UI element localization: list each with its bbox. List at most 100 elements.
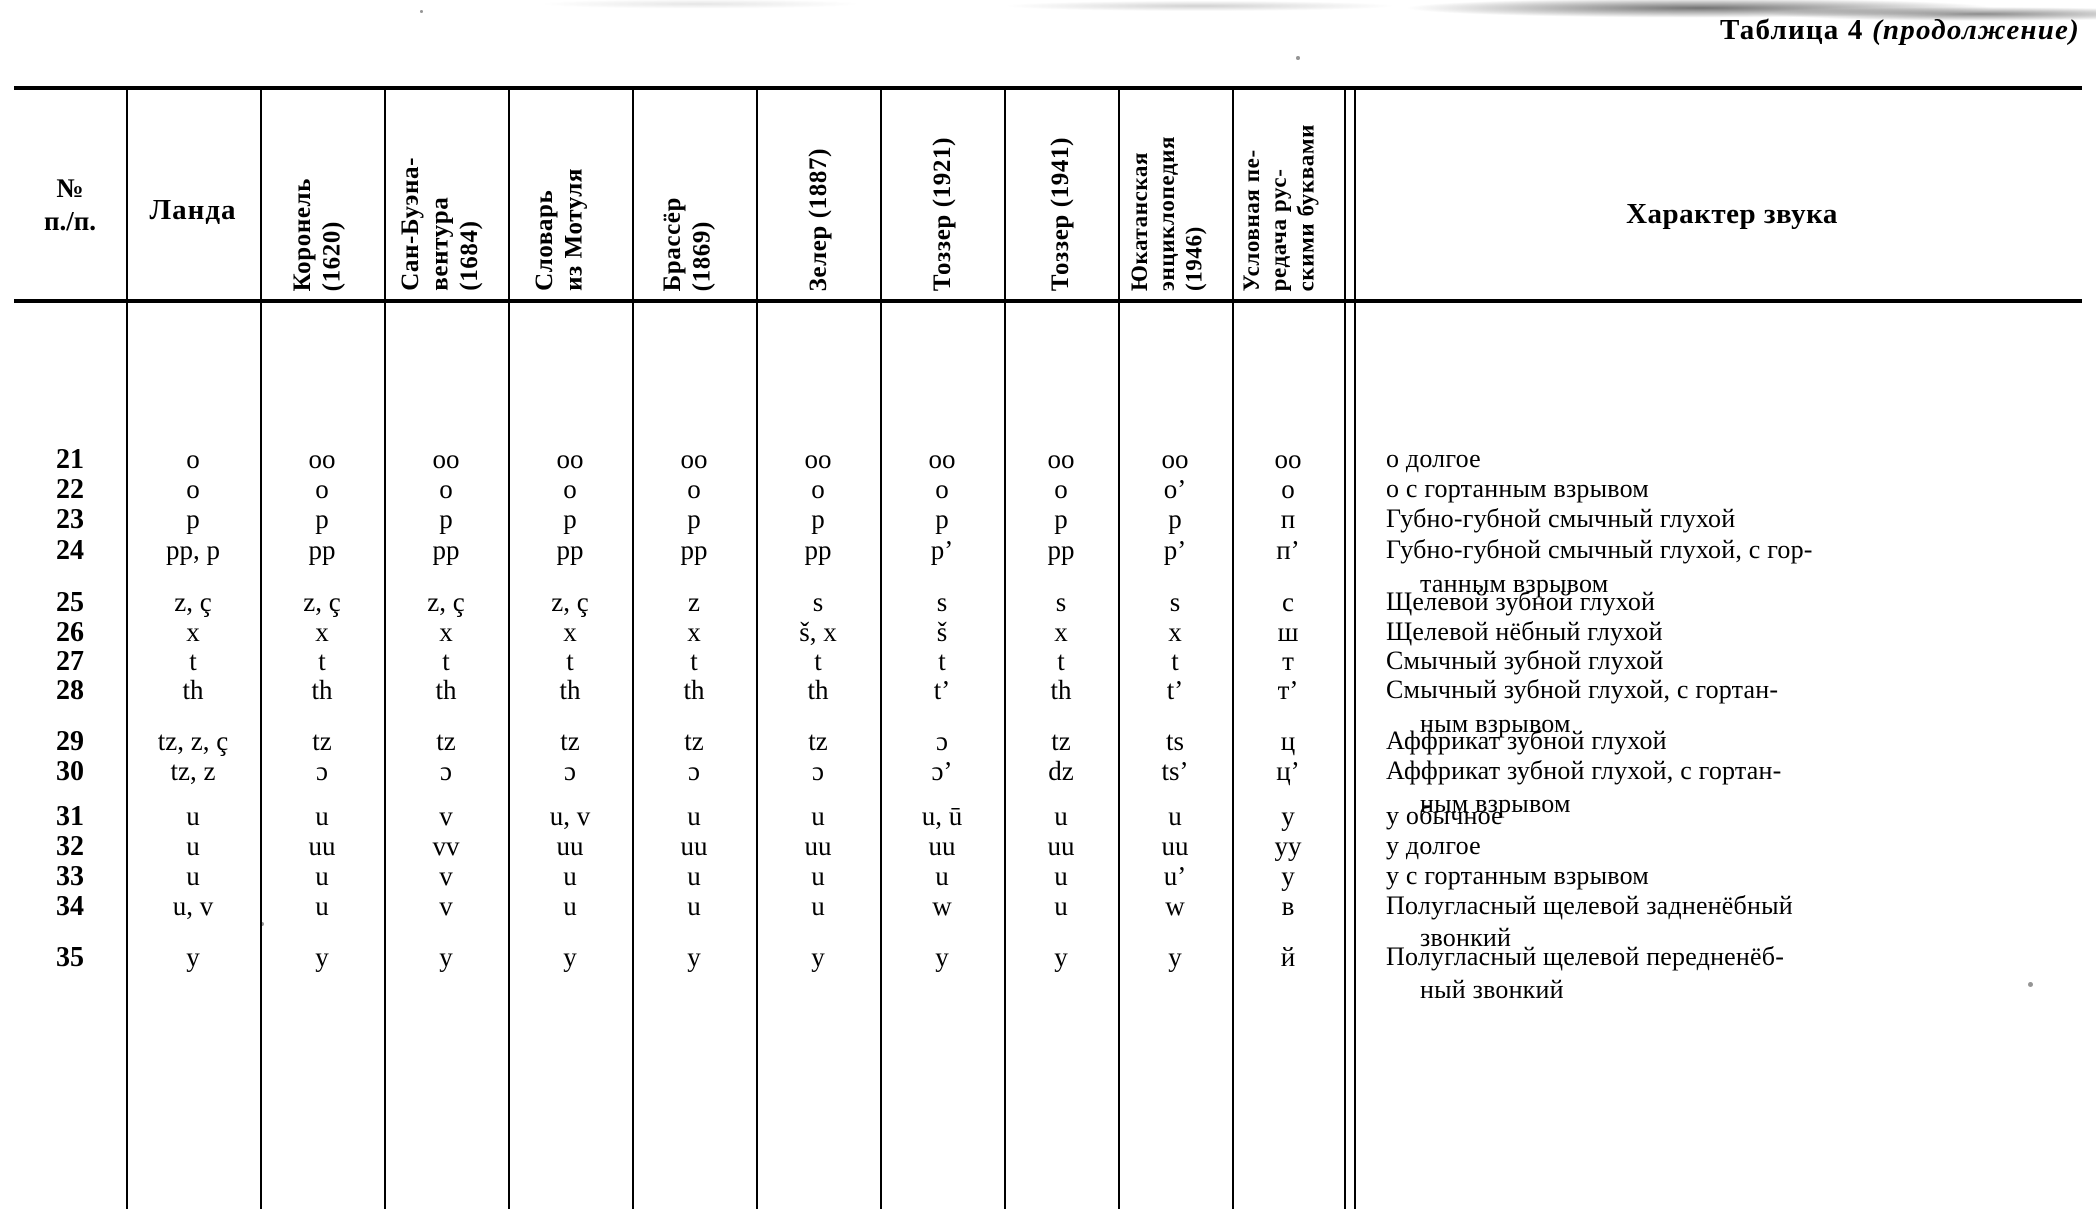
cell-coronel: u [315, 891, 329, 921]
cell-motul: oo [556, 444, 584, 474]
cell-landa: pp, p [166, 535, 220, 565]
column-rule [126, 89, 128, 1209]
cell-seler: u [811, 861, 825, 891]
cell-landa: th [182, 675, 204, 705]
cell-tozzer41: dz [1048, 756, 1074, 786]
cell-brasser: tz [684, 726, 704, 756]
cell-landa: u [186, 861, 200, 891]
cell-seler: u [811, 801, 825, 831]
cell-seler: pp [804, 535, 832, 565]
cell-tozzer41: oo [1047, 444, 1075, 474]
cell-brasser: pp [680, 535, 708, 565]
cell-sanbuen: o [439, 474, 453, 504]
column-rule [1232, 89, 1234, 1209]
cell-rus: ц’ [1276, 756, 1300, 786]
cell-description: у с гортанным взрывом [1386, 861, 1649, 890]
column-rule [632, 89, 634, 1209]
cell-sanbuen: x [439, 617, 453, 647]
cell-motul: p [563, 504, 577, 534]
cell-yucenc: o’ [1163, 474, 1187, 504]
cell-seler: t [814, 646, 822, 676]
cell-tozzer41: x [1054, 617, 1068, 647]
cell-coronel: tz [312, 726, 332, 756]
cell-description: Аффрикат зубной глухой [1386, 726, 1667, 755]
cell-tozzer21: o [935, 474, 949, 504]
cell-landa: p [186, 504, 200, 534]
cell-motul: pp [556, 535, 584, 565]
column-header-number: № п./п. [14, 172, 126, 238]
cell-description-continued: ный звонкий [1420, 975, 1564, 1004]
cell-tozzer21: uu [928, 831, 956, 861]
scan-speck [1296, 56, 1300, 60]
cell-landa: tz, z, ç [157, 726, 229, 756]
cell-tozzer41: th [1050, 675, 1072, 705]
cell-tozzer21: ɔ [936, 726, 948, 756]
column-header-coronel: Коронель (1620) [264, 90, 382, 299]
column-rule-double [1354, 89, 1356, 1209]
cell-brasser: p [687, 504, 701, 534]
cell-brasser: u [687, 891, 701, 921]
cell-description-continued: ным взрывом [1420, 709, 1571, 738]
cell-num: 31 [56, 801, 84, 832]
cell-num: 30 [56, 756, 84, 787]
cell-coronel: th [311, 675, 333, 705]
cell-rus: уу [1274, 831, 1302, 861]
cell-sanbuen: oo [432, 444, 460, 474]
cell-sanbuen: p [439, 504, 453, 534]
cell-rus: о [1281, 474, 1295, 504]
column-header-motul-label: Словарь из Мотуля [531, 168, 588, 291]
cell-landa: u, v [172, 891, 214, 921]
cell-rus: ш [1277, 617, 1299, 647]
cell-brasser: x [687, 617, 701, 647]
cell-coronel: p [315, 504, 329, 534]
cell-yucenc: t’ [1166, 675, 1184, 705]
cell-landa: z, ç [174, 587, 212, 617]
cell-sanbuen: vv [432, 831, 460, 861]
cell-tozzer21: w [932, 891, 952, 921]
cell-rus: с [1282, 587, 1294, 617]
cell-tozzer41: u [1054, 891, 1068, 921]
cell-description: о долгое [1386, 444, 1481, 473]
cell-yucenc: ts [1165, 726, 1184, 756]
column-header-coronel-label: Коронель (1620) [289, 177, 346, 291]
cell-sanbuen: v [439, 891, 453, 921]
cell-rus: п’ [1276, 535, 1300, 565]
cell-landa: y [186, 942, 200, 972]
column-header-tozzer-1941-label: Тоззер (1941) [1047, 136, 1074, 291]
cell-num: 27 [56, 646, 84, 677]
cell-motul: u [563, 891, 577, 921]
cell-description: у долгое [1386, 831, 1481, 860]
column-rule [384, 89, 386, 1209]
cell-sanbuen: tz [436, 726, 456, 756]
column-header-brasseur: Брассёр (1869) [636, 90, 754, 299]
cell-landa: o [186, 474, 200, 504]
cell-motul: y [563, 942, 577, 972]
cell-rus: ц [1280, 726, 1296, 756]
table-number-label: Таблица 4 [1719, 14, 1864, 46]
cell-landa: x [186, 617, 200, 647]
cell-brasser: u [687, 801, 701, 831]
cell-rus: оо [1274, 444, 1302, 474]
cell-yucenc: s [1169, 587, 1181, 617]
cell-rus: й [1280, 942, 1296, 972]
cell-coronel: oo [308, 444, 336, 474]
scan-speck [2028, 982, 2033, 987]
cell-rus: в [1281, 891, 1295, 921]
cell-yucenc: u’ [1163, 861, 1187, 891]
cell-landa: u [186, 801, 200, 831]
cell-tozzer41: u [1054, 801, 1068, 831]
cell-seler: tz [808, 726, 828, 756]
cell-coronel: pp [308, 535, 336, 565]
cell-seler: oo [804, 444, 832, 474]
column-header-yucatan-encyclopedia-label: Юкатанская энциклопедия (1946) [1127, 135, 1207, 291]
cell-sanbuen: th [435, 675, 457, 705]
cell-tozzer41: uu [1047, 831, 1075, 861]
cell-num: 26 [56, 617, 84, 648]
cell-tozzer21: y [935, 942, 949, 972]
cell-coronel: z, ç [303, 587, 341, 617]
cell-seler: uu [804, 831, 832, 861]
cell-tozzer41: pp [1047, 535, 1075, 565]
cell-coronel: uu [308, 831, 336, 861]
cell-motul: u, v [549, 801, 591, 831]
cell-coronel: u [315, 801, 329, 831]
